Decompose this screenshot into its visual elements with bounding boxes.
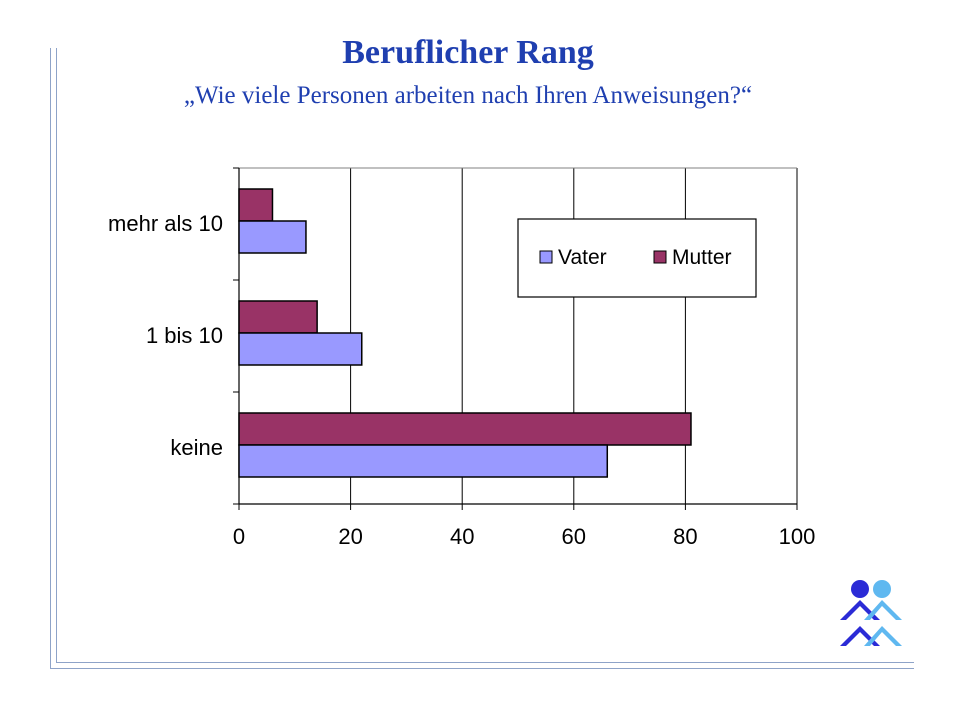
frame-line-bottom-outer — [50, 668, 914, 669]
y-tick-label: mehr als 10 — [108, 211, 223, 236]
frame-line-bottom-inner — [56, 662, 914, 663]
bar-vater — [238, 220, 307, 254]
x-tick-label: 100 — [779, 524, 816, 549]
legend-item-mutter-label: Mutter — [672, 246, 732, 269]
bar-mutter — [238, 412, 692, 446]
legend-box — [517, 218, 757, 298]
x-tick-label: 80 — [673, 524, 697, 549]
y-tick-label: keine — [170, 435, 223, 460]
x-tick-label: 60 — [562, 524, 586, 549]
bar-mutter — [238, 300, 318, 334]
x-tick-label: 0 — [233, 524, 245, 549]
legend-item-vater-label: Vater — [558, 246, 607, 269]
bar-mutter — [238, 188, 274, 222]
bar-vater — [238, 332, 363, 366]
bar-vater — [238, 444, 609, 478]
frame-line-left-outer — [50, 48, 51, 668]
y-tick-label: 1 bis 10 — [146, 323, 223, 348]
slide-subtitle: „Wie viele Personen arbeiten nach Ihren … — [183, 82, 753, 109]
slide-title: Beruflicher Rang — [342, 34, 594, 71]
legend-item-mutter-swatch — [653, 250, 667, 264]
x-tick-label: 20 — [338, 524, 362, 549]
x-tick-label: 40 — [450, 524, 474, 549]
people-logo-icon — [840, 580, 902, 646]
legend-item-vater-swatch — [539, 250, 553, 264]
frame-line-left-inner — [56, 48, 57, 662]
